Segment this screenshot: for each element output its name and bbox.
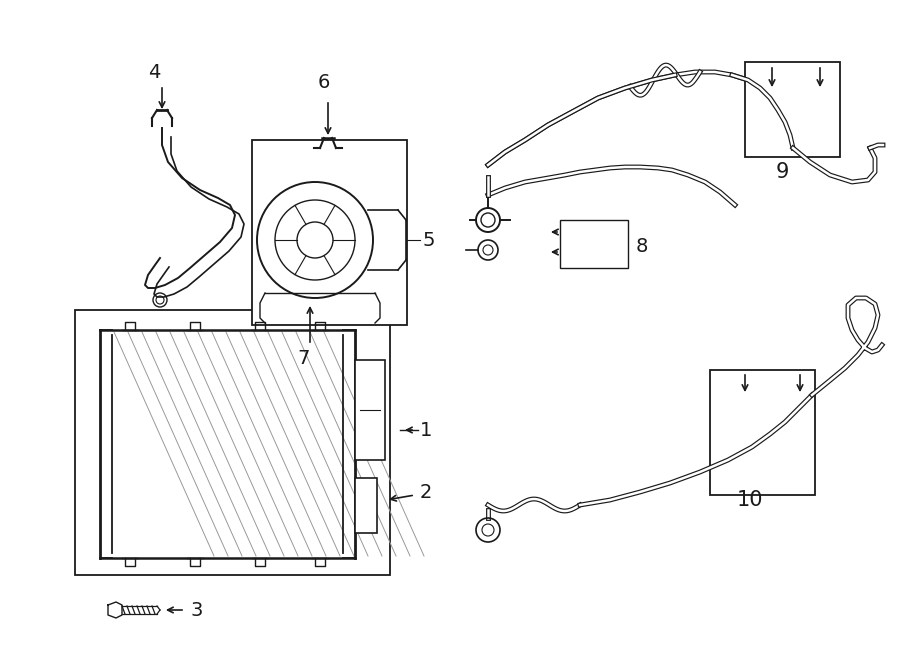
Polygon shape	[108, 602, 122, 618]
Text: 3: 3	[190, 600, 203, 619]
Text: 2: 2	[420, 483, 432, 502]
Text: 6: 6	[318, 73, 330, 91]
Bar	[710, 370, 815, 495]
Text: 9: 9	[775, 162, 788, 182]
Bar	[252, 140, 407, 325]
Text: 7: 7	[297, 348, 310, 368]
Text: 10: 10	[737, 490, 763, 510]
Bar	[745, 62, 840, 157]
Text: 8: 8	[636, 237, 648, 256]
Bar	[75, 310, 390, 575]
Bar	[560, 220, 628, 268]
Bar	[355, 360, 385, 460]
Bar	[355, 478, 377, 533]
Text: 1: 1	[420, 420, 432, 440]
Text: 5: 5	[422, 231, 435, 249]
Text: 4: 4	[148, 63, 160, 81]
